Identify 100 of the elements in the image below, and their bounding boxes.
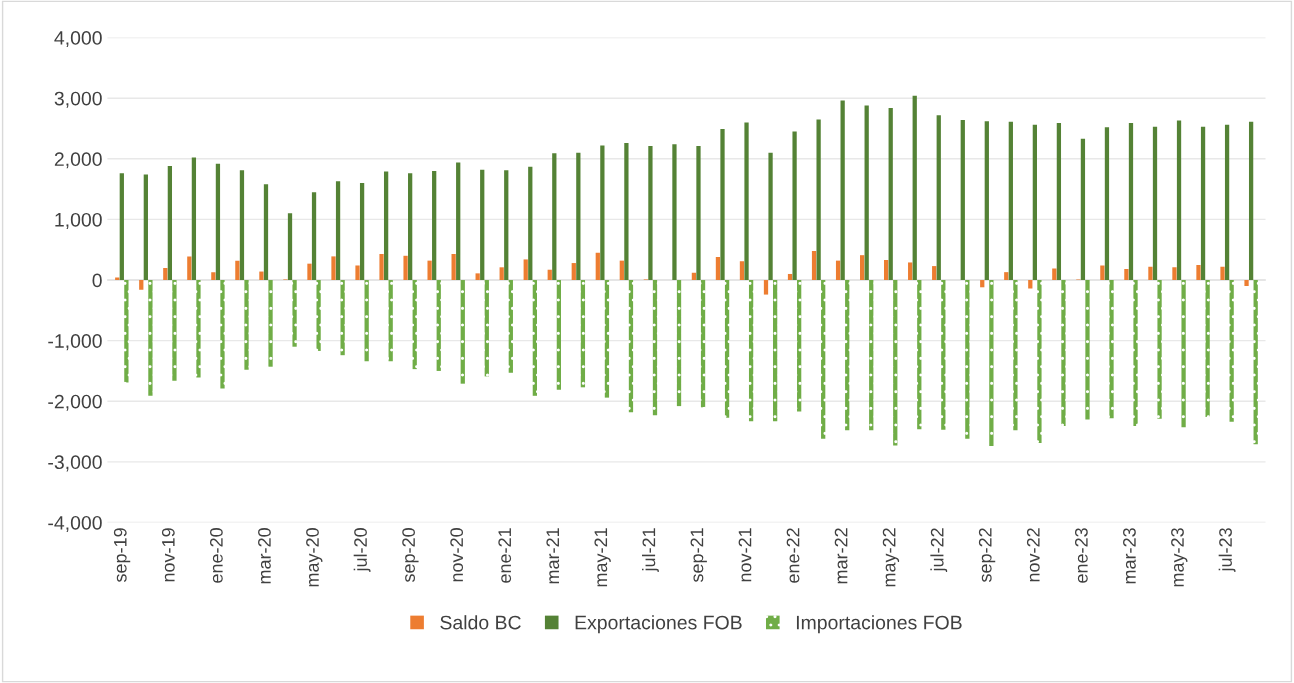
- y-tick-label: 0: [92, 273, 102, 288]
- bar: [936, 115, 941, 281]
- bar: [715, 257, 721, 281]
- x-tick-label: may-23: [1171, 528, 1188, 587]
- y-tick-label: -1,000: [48, 334, 102, 351]
- bar: [504, 170, 509, 281]
- bar: [528, 166, 533, 281]
- bar: [187, 256, 192, 281]
- bar: [1220, 266, 1225, 281]
- bar: [1133, 280, 1138, 427]
- bar: [864, 105, 869, 281]
- bar: [383, 171, 389, 281]
- x-tick-label: sep-22: [978, 528, 996, 583]
- bar: [1157, 280, 1162, 419]
- bar: [1176, 120, 1182, 281]
- bar: [1196, 264, 1201, 281]
- bar: [1056, 123, 1062, 281]
- bar: [556, 280, 562, 390]
- x-tick-label: nov-21: [738, 528, 752, 582]
- y-tick-label: 2,000: [54, 152, 102, 169]
- bar: [456, 162, 461, 281]
- bar: [576, 152, 581, 281]
- bar: [292, 280, 297, 347]
- bar: [859, 255, 865, 281]
- bar: [648, 146, 653, 281]
- x-tick-label: sep-19: [113, 528, 131, 583]
- bar: [984, 121, 989, 281]
- bar: [1037, 280, 1042, 444]
- x-tick-label: jul-22: [930, 528, 948, 572]
- bar: [932, 266, 937, 281]
- x-tick-label: nov-22: [1026, 528, 1040, 582]
- bar: [619, 260, 624, 281]
- bar: [908, 262, 913, 281]
- bar: [1100, 265, 1105, 281]
- bar: [917, 280, 922, 430]
- legend-label: Exportaciones FOB: [575, 615, 742, 634]
- bar: [884, 260, 889, 281]
- bar: [547, 269, 552, 281]
- x-tick-label: nov-20: [450, 528, 464, 582]
- bar: [811, 250, 817, 281]
- bar: [263, 184, 269, 281]
- bar: [724, 280, 730, 418]
- bar: [691, 272, 697, 281]
- bar: [797, 280, 802, 412]
- legend-label: Saldo BC: [440, 615, 521, 630]
- bar: [604, 280, 610, 398]
- bar: [1028, 280, 1033, 289]
- bar: [600, 145, 605, 281]
- bar: [307, 263, 312, 281]
- bar: [316, 280, 321, 351]
- bar: [268, 280, 273, 367]
- bar: [1152, 126, 1158, 281]
- bar: [552, 153, 557, 281]
- bar: [700, 280, 706, 408]
- bar: [1013, 280, 1018, 431]
- bar: [1172, 267, 1177, 281]
- bar: [744, 122, 749, 281]
- bar: [1004, 272, 1009, 281]
- bar: [768, 152, 773, 281]
- bar: [816, 119, 821, 281]
- bar: [845, 280, 850, 431]
- bar: [672, 144, 677, 281]
- bar: [1253, 280, 1258, 445]
- y-tick-label: 1,000: [55, 212, 102, 229]
- legend-label: Importaciones FOB: [796, 615, 962, 634]
- y-tick-label: -4,000: [48, 515, 102, 533]
- bar: [893, 280, 898, 446]
- bar: [143, 174, 148, 281]
- bar: [1052, 268, 1057, 281]
- bar: [980, 280, 985, 288]
- bar: [412, 280, 417, 370]
- bar: [436, 280, 441, 371]
- bar: [821, 280, 826, 439]
- bar: [451, 253, 456, 281]
- bar: [652, 280, 658, 416]
- bar: [191, 157, 197, 281]
- bar: [1109, 280, 1114, 419]
- x-tick-label: may-22: [882, 528, 900, 587]
- bar: [1104, 127, 1110, 281]
- bar: [235, 260, 240, 281]
- bar: [163, 267, 168, 281]
- y-tick-label: 4,000: [54, 31, 102, 48]
- bar: [331, 256, 336, 281]
- bar: [1248, 121, 1254, 281]
- bar: [792, 131, 797, 281]
- bar: [787, 273, 793, 281]
- bar: [364, 280, 369, 362]
- x-tick-label: may-20: [306, 528, 323, 587]
- bar: [124, 280, 129, 383]
- bar: [676, 280, 682, 407]
- bar: [1128, 123, 1134, 281]
- bar: [532, 280, 537, 396]
- bar: [888, 107, 893, 281]
- x-tick-label: jul-21: [642, 528, 659, 572]
- bar: [989, 280, 994, 447]
- bar: [1224, 124, 1230, 281]
- bar: [965, 280, 970, 439]
- bar: [119, 173, 124, 281]
- bar: [1061, 280, 1066, 427]
- bar: [148, 280, 153, 396]
